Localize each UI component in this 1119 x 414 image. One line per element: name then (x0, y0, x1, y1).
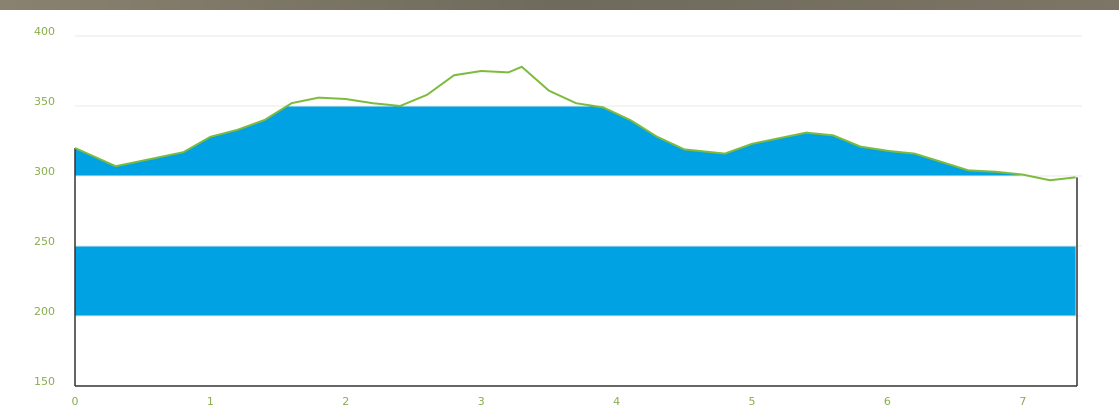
x-tick-label: 5 (749, 395, 756, 408)
y-tick-label: 150 (34, 375, 55, 388)
x-tick-label: 6 (884, 395, 891, 408)
y-tick-label: 400 (34, 25, 55, 38)
elevation-line (74, 65, 1076, 182)
y-tick-label: 350 (34, 95, 55, 108)
y-tick-label: 200 (34, 305, 55, 318)
x-tick-label: 0 (72, 395, 79, 408)
x-tick-label: 3 (478, 395, 485, 408)
x-tick-label: 1 (207, 395, 214, 408)
elevation-band (75, 106, 1076, 176)
background-photo-strip (0, 0, 1119, 10)
y-tick-label: 250 (34, 235, 55, 248)
x-tick-label: 4 (613, 395, 620, 408)
bands (75, 106, 1076, 316)
x-tick-label: 2 (342, 395, 349, 408)
x-tick-label: 7 (1019, 395, 1026, 408)
elevation-band (75, 246, 1076, 316)
y-tick-label: 300 (34, 165, 55, 178)
